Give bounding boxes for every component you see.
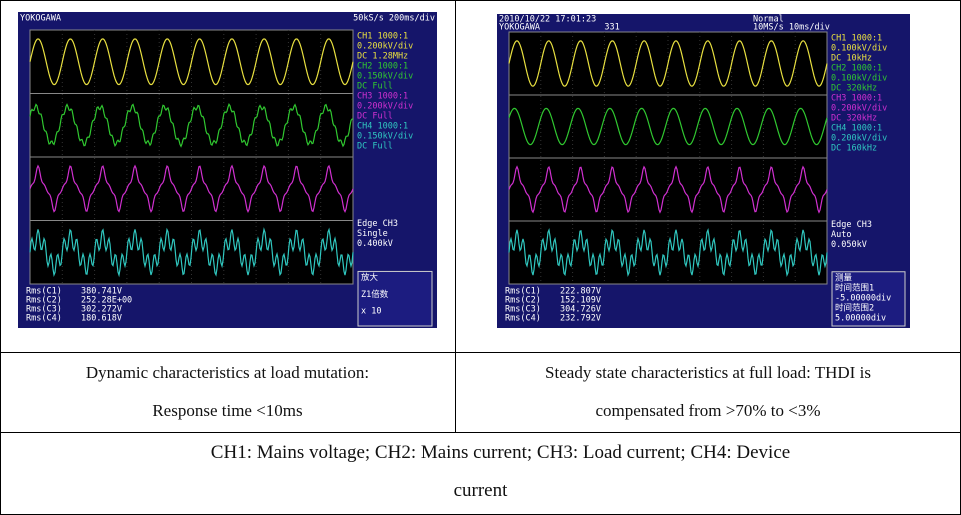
header-text: YOKOGAWA: [499, 23, 540, 33]
channel-setting: DC Full: [357, 142, 393, 152]
channel-setting: DC 320kHz: [831, 84, 877, 94]
channel-setting: CH3 1000:1: [831, 94, 882, 104]
channel-setting: DC 160kHz: [831, 144, 877, 154]
channel-setting: CH1 1000:1: [357, 32, 408, 42]
measurement: 232.792V: [560, 314, 601, 324]
measurement: Rms(C4): [505, 314, 541, 324]
page: Dynamic characteristics at load mutation…: [0, 0, 961, 515]
caption: Steady state characteristics at full loa…: [456, 354, 960, 430]
channel-setting: DC Full: [357, 112, 393, 122]
caption-line: Dynamic characteristics at load mutation…: [0, 354, 455, 392]
channel-setting: CH4 1000:1: [357, 122, 408, 132]
channel-setting: DC 10kHz: [831, 54, 872, 64]
trigger-setting: 0.400kV: [357, 239, 393, 249]
menu-item: -5.00000div: [835, 293, 891, 303]
border: [0, 352, 961, 353]
trigger-setting: Edge CH3: [357, 219, 398, 229]
footnote-line: current: [0, 472, 961, 510]
channel-setting: 0.200kV/div: [357, 42, 413, 52]
caption-line: Steady state characteristics at full loa…: [456, 354, 960, 392]
channel-setting: 0.100kV/div: [831, 44, 887, 54]
channel-setting: DC 1.28MHz: [357, 52, 408, 62]
channel-setting: CH2 1000:1: [831, 64, 882, 74]
menu-item: Z1倍数: [361, 289, 389, 300]
channel-setting: 0.200kV/div: [831, 104, 887, 114]
channel-setting: 0.150kV/div: [357, 132, 413, 142]
trigger-setting: Edge CH3: [831, 220, 872, 230]
channel-setting: DC Full: [357, 82, 393, 92]
caption-line: Response time <10ms: [0, 392, 455, 430]
menu-item: 时间范围1: [835, 282, 874, 293]
channel-setting: 0.150kV/div: [357, 72, 413, 82]
channel-setting: CH1 1000:1: [831, 34, 882, 44]
header-text: 331: [604, 23, 619, 33]
trigger-setting: Auto: [831, 230, 851, 240]
menu-item: 放大: [361, 272, 379, 283]
channel-setting: 0.100kV/div: [831, 74, 887, 84]
menu-item: x 10: [361, 307, 381, 317]
channel-setting: 0.200kV/div: [831, 134, 887, 144]
channel-setting: DC 320kHz: [831, 114, 877, 124]
border: [0, 0, 961, 1]
menu-item: 5.00000div: [835, 313, 886, 323]
footnote-line: CH1: Mains voltage; CH2: Mains current; …: [0, 434, 961, 472]
caption-line: compensated from >70% to <3%: [456, 392, 960, 430]
measurement: 180.618V: [81, 314, 122, 324]
channel-setting: CH4 1000:1: [831, 124, 882, 134]
header-text: 50kS/s 200ms/div: [353, 14, 435, 24]
channel-setting: CH2 1000:1: [357, 62, 408, 72]
measurement: Rms(C4): [26, 314, 62, 324]
channel-setting: 0.200kV/div: [357, 102, 413, 112]
footnote: CH1: Mains voltage; CH2: Mains current; …: [0, 434, 961, 510]
caption: Dynamic characteristics at load mutation…: [0, 354, 455, 430]
header-text: 10MS/s 10ms/div: [753, 23, 830, 33]
menu-item: 测量: [835, 273, 853, 283]
trigger-setting: 0.050kV: [831, 240, 867, 250]
border: [0, 432, 961, 433]
menu-item: 时间范围2: [835, 302, 874, 313]
header-text: YOKOGAWA: [20, 14, 61, 24]
channel-setting: CH3 1000:1: [357, 92, 408, 102]
trigger-setting: Single: [357, 229, 388, 239]
